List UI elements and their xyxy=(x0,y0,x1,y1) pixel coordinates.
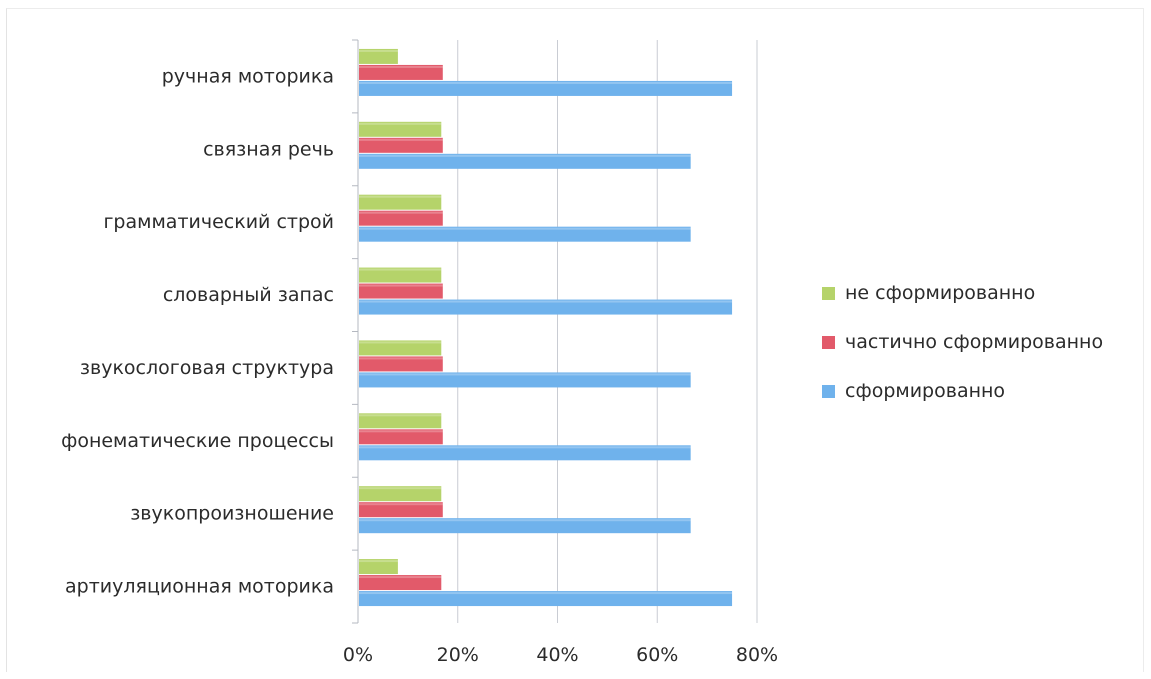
bar xyxy=(359,267,442,283)
bar-highlight xyxy=(359,195,442,198)
category-label: словарный запас xyxy=(163,284,334,306)
legend-label: сформированно xyxy=(845,380,1005,402)
category-label: грамматический строй xyxy=(103,211,334,233)
bar-highlight xyxy=(359,414,442,417)
category-label: артиуляционная моторика xyxy=(65,576,334,598)
bar-highlight xyxy=(359,284,443,287)
bar xyxy=(359,137,443,153)
bar xyxy=(359,283,443,299)
bar-highlight xyxy=(359,154,691,157)
category-labels: ручная моторика связная речь грамматически… xyxy=(61,65,334,597)
axes xyxy=(352,39,359,624)
legend-label: частично сформированно xyxy=(845,331,1103,353)
bar xyxy=(359,356,443,372)
legend: не сформированно частично сформированно сф… xyxy=(822,282,1103,402)
bar-highlight xyxy=(359,487,442,490)
bar xyxy=(359,121,442,137)
bar xyxy=(359,48,398,64)
bar xyxy=(359,413,442,429)
bar-highlight xyxy=(359,576,442,579)
bar xyxy=(359,153,691,169)
bar-highlight xyxy=(359,519,691,522)
bar-highlight xyxy=(359,357,443,360)
bar-highlight xyxy=(359,560,398,563)
bar xyxy=(359,486,442,502)
bar xyxy=(359,591,733,607)
x-tick-labels: 0% 20% 40% 60% 80% xyxy=(343,644,778,666)
chart-frame xyxy=(6,8,1144,672)
x-tick-label: 40% xyxy=(536,644,578,666)
bar xyxy=(359,340,442,356)
bar xyxy=(359,226,691,242)
bar xyxy=(359,445,691,461)
bar-highlight xyxy=(359,592,733,595)
gridlines xyxy=(457,40,758,623)
bar-highlight xyxy=(359,49,398,52)
category-label: фонематические процессы xyxy=(61,430,334,452)
bar xyxy=(359,429,443,445)
legend-swatch xyxy=(822,385,835,398)
legend-swatch xyxy=(822,336,835,349)
x-tick-label: 20% xyxy=(437,644,479,666)
bar xyxy=(359,80,733,96)
bar-highlight xyxy=(359,122,442,125)
bar xyxy=(359,64,443,80)
bar-highlight xyxy=(359,81,733,84)
bar-highlight xyxy=(359,503,443,506)
bar-highlight xyxy=(359,446,691,449)
bar-highlight xyxy=(359,227,691,230)
bar-highlight xyxy=(359,268,442,271)
category-label: ручная моторика xyxy=(162,65,334,87)
x-tick-label: 80% xyxy=(736,644,778,666)
bar xyxy=(359,194,442,210)
x-tick-label: 0% xyxy=(343,644,373,666)
bar-highlight xyxy=(359,341,442,344)
bar-highlight xyxy=(359,300,733,303)
bar xyxy=(359,502,443,518)
bar xyxy=(359,299,733,315)
x-tick-label: 60% xyxy=(636,644,678,666)
bar xyxy=(359,518,691,534)
bar xyxy=(359,575,442,591)
category-label: связная речь xyxy=(203,138,334,160)
bar xyxy=(359,559,398,575)
bar-highlight xyxy=(359,373,691,376)
legend-label: не сформированно xyxy=(845,282,1035,304)
bar xyxy=(359,210,443,226)
bar-highlight xyxy=(359,138,443,141)
bar-highlight xyxy=(359,430,443,433)
bar-highlight xyxy=(359,65,443,68)
bar-highlight xyxy=(359,211,443,214)
bar xyxy=(359,372,691,388)
legend-swatch xyxy=(822,287,835,300)
bars xyxy=(359,48,733,607)
category-label: звукослоговая структура xyxy=(80,357,334,379)
category-label: звукопроизношение xyxy=(130,503,334,525)
